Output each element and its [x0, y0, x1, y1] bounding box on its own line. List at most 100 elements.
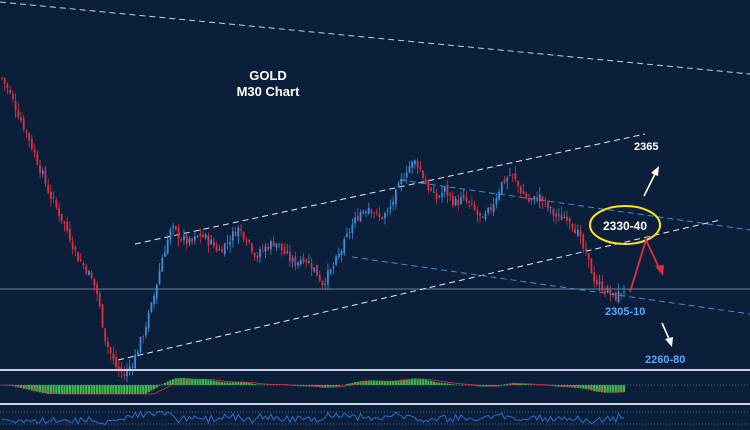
macd-bar [411, 378, 414, 385]
candle-body [598, 282, 601, 284]
candle-body [606, 287, 609, 293]
candle-body [479, 212, 481, 216]
candle-body [253, 252, 256, 258]
candle-body [555, 213, 557, 217]
candle-body [335, 256, 337, 265]
candle-body [435, 193, 438, 200]
candle-body [297, 262, 299, 266]
candle-body [324, 283, 327, 285]
candle-body [533, 196, 536, 200]
candle-body [28, 132, 31, 141]
macd-bar [430, 381, 433, 385]
candle-body [256, 255, 259, 259]
macd-bar [576, 385, 579, 388]
macd-bar [172, 379, 175, 385]
candle-body [446, 184, 449, 196]
macd-bar [114, 385, 118, 394]
candle-body [250, 243, 253, 252]
upper-target-label: 2365 [634, 141, 658, 153]
candle-body [283, 249, 286, 255]
macd-bar [142, 385, 145, 394]
candle-body [327, 270, 329, 285]
candle-body [470, 203, 473, 205]
candle-body [310, 263, 313, 269]
candle-body [44, 169, 47, 184]
candle-body [150, 302, 153, 313]
upper-descending-line [399, 179, 750, 231]
macd-bar [370, 380, 373, 385]
macd-bar [229, 382, 232, 385]
macd-bar [68, 385, 72, 394]
candle-body [601, 280, 604, 292]
candle-body [541, 196, 544, 202]
macd-bar [383, 381, 387, 385]
macd-bar [38, 385, 42, 393]
macd-bar [506, 383, 509, 385]
candle-body [517, 180, 519, 186]
candle-body [370, 209, 373, 213]
candle-body [240, 229, 242, 231]
candle-body [126, 369, 128, 377]
candle-body [373, 212, 376, 214]
candle-body [93, 278, 96, 286]
macd-bar [620, 385, 623, 393]
candle-body [547, 201, 549, 209]
candle-body [490, 207, 492, 210]
candle-body [544, 199, 547, 201]
candle-body [115, 357, 117, 368]
macd-bar [419, 378, 422, 385]
macd-bar [234, 382, 237, 385]
candle-body [329, 269, 332, 273]
candle-body [492, 204, 495, 213]
candle-body [481, 216, 484, 218]
candle-body [495, 198, 498, 205]
candle-body [386, 210, 389, 212]
candle-body [79, 259, 82, 262]
candle-body [397, 183, 400, 188]
candle-body [185, 235, 188, 244]
candle-body [498, 191, 500, 200]
support-label: 2305-10 [605, 306, 645, 318]
macd-bar [424, 379, 427, 385]
candle-body [172, 225, 175, 228]
candle-body [359, 212, 362, 222]
macd-bar [378, 380, 381, 385]
macd-bar [495, 385, 498, 386]
candle-body [484, 213, 487, 220]
candle-body [207, 235, 210, 245]
candle-body [123, 373, 126, 376]
candle-body [321, 281, 324, 286]
macd-bar [153, 385, 156, 390]
macd-signal-line [2, 378, 624, 395]
candle-body [623, 291, 625, 293]
candle-body [33, 149, 36, 153]
candle-body [557, 214, 560, 216]
candle-body [210, 239, 213, 245]
macd-bar [590, 385, 593, 391]
candle-body [272, 241, 275, 247]
candle-body [609, 289, 612, 296]
macd-bar [427, 380, 430, 385]
candle-body [223, 243, 226, 255]
macd-bar [416, 378, 419, 385]
macd-bar [163, 382, 167, 385]
candle-body [77, 251, 79, 262]
macd-bar [150, 385, 153, 391]
candle-body [218, 249, 221, 251]
macd-bar [248, 382, 251, 385]
macd-bar [614, 385, 617, 393]
candle-body [142, 336, 145, 338]
macd-bar [622, 385, 626, 392]
macd-bar [144, 385, 148, 394]
macd-bar [76, 385, 80, 394]
candle-body [552, 209, 555, 216]
candle-body [177, 228, 180, 239]
macd-bar [334, 385, 338, 387]
candle-body [199, 233, 202, 237]
candle-body [204, 234, 207, 238]
macd-bar [226, 382, 229, 385]
candle-body [147, 312, 150, 329]
candle-body [576, 230, 579, 236]
candle-body [392, 202, 395, 205]
